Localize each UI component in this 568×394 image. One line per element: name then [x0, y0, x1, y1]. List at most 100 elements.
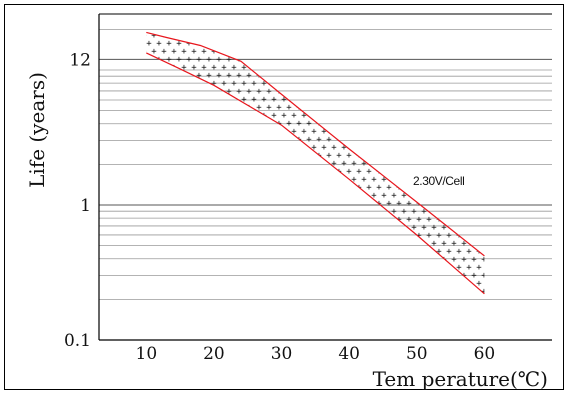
band-dot: + [151, 63, 157, 73]
band-dot: + [421, 63, 427, 73]
band-dot: + [461, 239, 467, 249]
band-dot: + [541, 127, 547, 137]
band-dot: + [541, 303, 547, 313]
band-dot: + [276, 231, 282, 241]
band-dot: + [161, 239, 167, 249]
band-dot: + [276, 167, 282, 177]
band-dot: + [546, 327, 552, 337]
band-dot: + [431, 255, 437, 265]
band-dot: + [481, 47, 487, 57]
band-dot: + [386, 151, 392, 161]
band-dot: + [461, 255, 467, 265]
band-dot: + [341, 79, 347, 89]
band-dot: + [116, 103, 122, 113]
band-dot: + [506, 151, 512, 161]
band-dot: + [276, 263, 282, 273]
band-dot: + [281, 239, 287, 249]
band-dot: + [336, 23, 342, 33]
band-dot: + [271, 143, 277, 153]
band-dot: + [236, 7, 242, 17]
band-dot: + [296, 215, 302, 225]
band-dot: + [161, 63, 167, 73]
band-dot: + [191, 223, 197, 233]
band-dot: + [501, 191, 507, 201]
band-dot: + [346, 247, 352, 257]
band-dot: + [286, 279, 292, 289]
band-dot: + [526, 327, 532, 337]
band-dot: + [101, 207, 107, 217]
band-dot: + [151, 255, 157, 265]
band-dot: + [486, 7, 492, 17]
band-dot: + [366, 279, 372, 289]
band-dot: + [381, 15, 387, 25]
band-dot: + [226, 23, 232, 33]
band-dot: + [166, 231, 172, 241]
band-dot: + [226, 311, 232, 321]
band-dot: + [316, 23, 322, 33]
band-dot: + [241, 255, 247, 265]
band-dot: + [356, 215, 362, 225]
band-dot: + [346, 167, 352, 177]
band-dot: + [206, 167, 212, 177]
band-dot: + [536, 199, 542, 209]
band-dot: + [296, 295, 302, 305]
band-dot: + [276, 327, 282, 337]
band-dot: + [351, 31, 357, 41]
band-dot: + [131, 111, 137, 121]
band-dot: + [481, 191, 487, 201]
band-dot: + [101, 255, 107, 265]
band-dot: + [376, 103, 382, 113]
band-dot: + [106, 135, 112, 145]
band-dot: + [521, 111, 527, 121]
band-dot: + [481, 175, 487, 185]
band-dot: + [471, 63, 477, 73]
band-dot: + [466, 199, 472, 209]
band-dot: + [386, 39, 392, 49]
band-dot: + [241, 111, 247, 121]
band-dot: + [281, 15, 287, 25]
band-dot: + [211, 255, 217, 265]
band-dot: + [436, 231, 442, 241]
band-dot: + [266, 167, 272, 177]
band-dot: + [141, 287, 147, 297]
band-dot: + [506, 7, 512, 17]
band-dot: + [121, 111, 127, 121]
band-dot: + [171, 111, 177, 121]
band-dot: + [361, 287, 367, 297]
band-dot: + [411, 143, 417, 153]
band-dot: + [121, 319, 127, 329]
band-dot: + [191, 271, 197, 281]
band-dot: + [471, 271, 477, 281]
band-dot: + [471, 175, 477, 185]
band-dot: + [101, 319, 107, 329]
band-dot: + [256, 23, 262, 33]
band-dot: + [101, 15, 107, 25]
band-dot: + [156, 151, 162, 161]
band-dot: + [476, 55, 482, 65]
band-dot: + [221, 255, 227, 265]
band-dot: + [531, 319, 537, 329]
band-dot: + [231, 127, 237, 137]
band-dot: + [491, 143, 497, 153]
band-dot: + [486, 311, 492, 321]
band-dot: + [401, 287, 407, 297]
band-dot: + [371, 31, 377, 41]
band-dot: + [351, 303, 357, 313]
band-dot: + [386, 183, 392, 193]
band-dot: + [131, 47, 137, 57]
band-dot: + [306, 23, 312, 33]
band-dot: + [516, 151, 522, 161]
band-dot: + [216, 183, 222, 193]
band-dot: + [361, 31, 367, 41]
band-dot: + [156, 279, 162, 289]
band-dot: + [506, 295, 512, 305]
band-dot: + [101, 223, 107, 233]
band-dot: + [366, 215, 372, 225]
band-dot: + [466, 151, 472, 161]
band-dot: + [291, 287, 297, 297]
band-dot: + [106, 311, 112, 321]
band-dot: + [251, 239, 257, 249]
band-dot: + [461, 207, 467, 217]
band-dot: + [181, 319, 187, 329]
